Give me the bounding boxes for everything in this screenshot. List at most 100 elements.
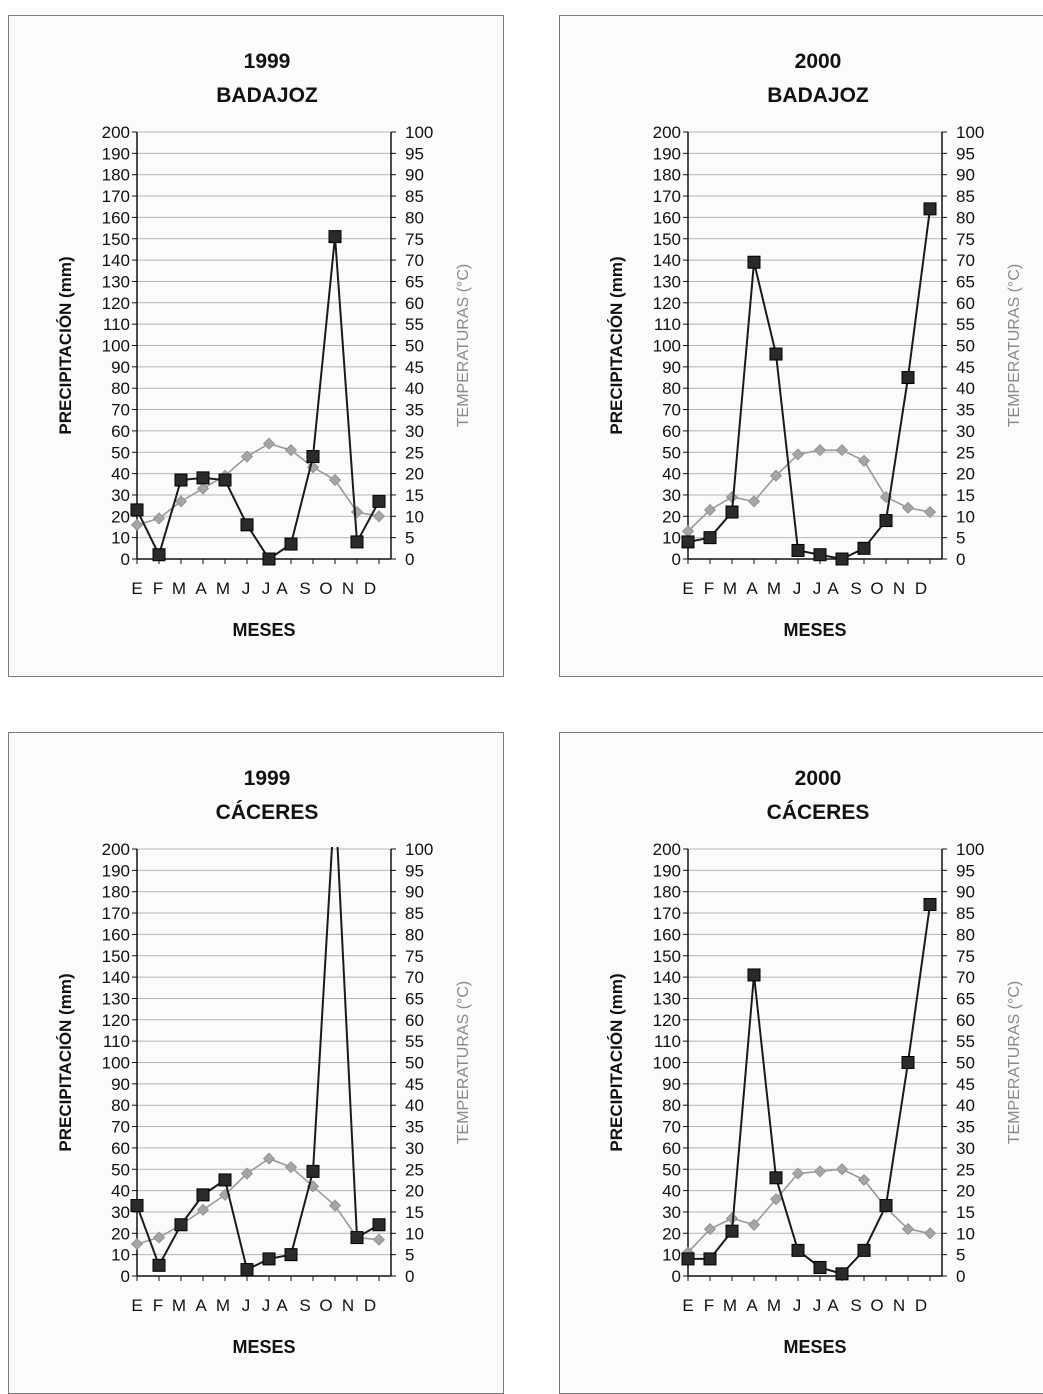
- y2-tick-label: 40: [405, 379, 424, 398]
- x-tick-label: J: [262, 1296, 271, 1315]
- y-tick-label: 80: [662, 379, 681, 398]
- y2-tick-label: 40: [956, 1096, 975, 1115]
- x-tick-label: A: [827, 1296, 839, 1315]
- y2-tick-label: 30: [956, 422, 975, 441]
- y2-tick-label: 85: [956, 187, 975, 206]
- temperature-point: [813, 1165, 827, 1178]
- gridlines: [137, 131, 391, 560]
- temperature-point: [857, 1173, 871, 1186]
- x-tick-label: N: [893, 579, 905, 598]
- precipitation-point: [174, 1218, 188, 1232]
- y-tick-label: 190: [653, 144, 681, 163]
- y-tick-label: 180: [653, 883, 681, 902]
- x-tick-label: M: [767, 579, 781, 598]
- y-tick-label: 70: [111, 1118, 130, 1137]
- chart-title: 2000: [795, 50, 842, 73]
- precipitation-point: [747, 968, 761, 982]
- x-axis-label: MESES: [783, 1337, 846, 1357]
- temperature-point: [240, 1167, 254, 1180]
- temperature-point: [284, 444, 298, 457]
- precipitation-point: [174, 473, 188, 487]
- precipitation-point: [857, 541, 871, 555]
- y2-tick-label: 75: [405, 947, 424, 966]
- y2-tick-label: 90: [956, 883, 975, 902]
- chart-svg: 2000BADAJOZ01020304050607080901001101201…: [607, 50, 1023, 640]
- x-tick-label: J: [242, 579, 251, 598]
- y2-tick-label: 55: [956, 1032, 975, 1051]
- x-tick-label: M: [723, 579, 737, 598]
- x-tick-label: A: [276, 579, 288, 598]
- y2-tick-label: 80: [956, 925, 975, 944]
- precipitation-point: [350, 1231, 364, 1245]
- y2-tick-label: 45: [956, 1075, 975, 1094]
- y2-tick-label: 95: [956, 144, 975, 163]
- x-tick-label: J: [242, 1296, 251, 1315]
- precipitation-point: [725, 1224, 739, 1238]
- y-tick-label: 170: [102, 904, 130, 923]
- precipitation-point: [306, 450, 320, 464]
- precipitation-point: [152, 1258, 166, 1272]
- y2-tick-label: 95: [405, 861, 424, 880]
- precipitation-point: [681, 535, 695, 549]
- y-ticks-left: 0 10 20 30 40 50 60 70 80 90 100 110 120 130 140 150 160…: [653, 123, 688, 569]
- y-tick-label: 100: [653, 1054, 681, 1073]
- series-precipitation: [130, 847, 386, 1277]
- y2-tick-label: 65: [956, 272, 975, 291]
- precipitation-point: [747, 255, 761, 269]
- gridlines: [688, 131, 942, 560]
- y2-tick-label: 60: [956, 1011, 975, 1030]
- y-tick-label: 80: [111, 379, 130, 398]
- y2-axis-label: TEMPERATURAS (°C): [455, 981, 472, 1144]
- y2-tick-label: 20: [956, 465, 975, 484]
- temperature-point: [813, 444, 827, 457]
- x-tick-label: S: [299, 1296, 310, 1315]
- series-precipitation: [681, 202, 937, 566]
- y-tick-label: 70: [662, 401, 681, 420]
- y-tick-label: 120: [102, 1011, 130, 1030]
- y-tick-label: 0: [672, 1267, 681, 1286]
- y-tick-label: 60: [662, 422, 681, 441]
- x-tick-label: M: [216, 1296, 230, 1315]
- y-tick-label: 200: [653, 840, 681, 859]
- y-tick-label: 0: [121, 1267, 130, 1286]
- y2-tick-label: 85: [405, 904, 424, 923]
- temperature-point: [791, 1167, 805, 1180]
- temperature-point: [857, 454, 871, 467]
- y2-tick-label: 70: [956, 968, 975, 987]
- y-tick-label: 0: [672, 550, 681, 569]
- y-tick-label: 90: [111, 358, 130, 377]
- series-precipitation: [130, 230, 386, 566]
- y-ticks-right: 0 5 10 15 20 25 30 35 40 45 50 55 60 65 70 75 80 85 90 95 10…: [942, 123, 984, 569]
- series-line: [688, 904, 931, 1275]
- y2-tick-label: 30: [405, 422, 424, 441]
- y2-tick-label: 0: [956, 1267, 965, 1286]
- temperature-point: [130, 518, 144, 531]
- y2-tick-label: 65: [956, 989, 975, 1008]
- x-tick-label: M: [172, 1296, 186, 1315]
- y2-tick-label: 55: [405, 1032, 424, 1051]
- series-line: [136, 236, 380, 561]
- y-axis-label: PRECIPITACIÓN (mm): [607, 973, 626, 1151]
- x-tick-label: O: [319, 579, 332, 598]
- x-tick-label: J: [262, 579, 271, 598]
- y2-tick-label: 100: [956, 123, 984, 142]
- x-tick-label: J: [793, 1296, 802, 1315]
- temperature-point: [372, 1233, 386, 1246]
- x-tick-label: D: [364, 579, 376, 598]
- x-tick-label: D: [915, 1296, 927, 1315]
- y-tick-label: 180: [102, 883, 130, 902]
- temperature-point: [174, 495, 188, 508]
- y2-tick-label: 60: [405, 1011, 424, 1030]
- y2-tick-label: 15: [405, 1203, 424, 1222]
- temperature-point: [901, 501, 915, 514]
- precipitation-point: [769, 1171, 783, 1185]
- y-tick-label: 50: [662, 1160, 681, 1179]
- y-tick-label: 190: [102, 144, 130, 163]
- precipitation-point: [923, 202, 937, 216]
- temperature-point: [901, 1222, 915, 1236]
- y-tick-label: 200: [653, 123, 681, 142]
- y2-tick-label: 50: [956, 1054, 975, 1073]
- y2-tick-label: 85: [405, 187, 424, 206]
